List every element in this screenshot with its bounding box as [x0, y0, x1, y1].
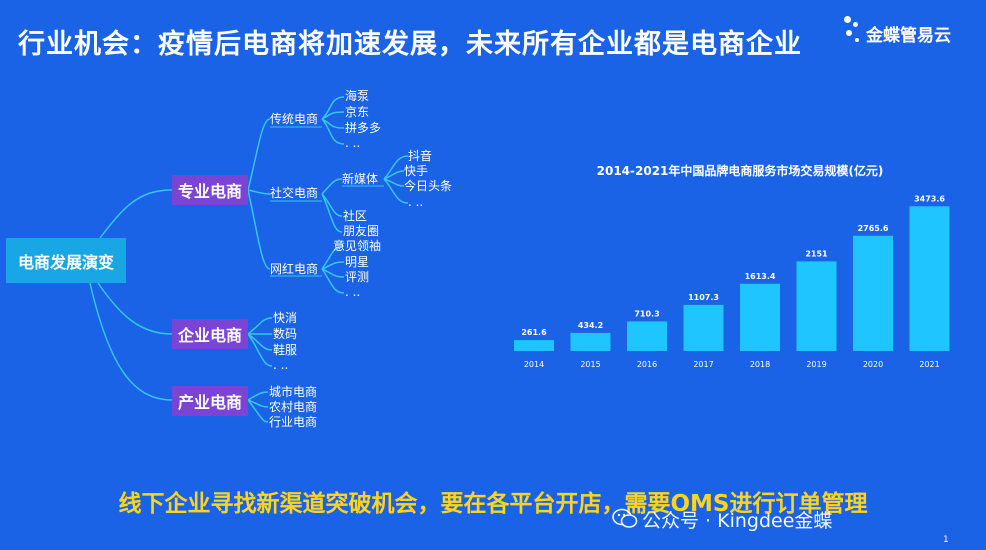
- bar-2015: [570, 332, 611, 351]
- connector-social-newmedia: [321, 178, 343, 195]
- branch-new-media: 新媒体: [342, 172, 379, 186]
- connector-influencer-items: [321, 245, 345, 294]
- leaf-item: 农村电商: [269, 400, 318, 414]
- logo-dot: [846, 30, 852, 36]
- leaf-item: 朋友圈: [343, 224, 380, 238]
- bar-chart: 261.6 2014 434.2 2015 710.3 2016 1107.3 2017 161…: [514, 194, 950, 369]
- leaf-item: 海泵: [345, 89, 370, 103]
- logo-dot: [855, 38, 859, 42]
- watermark: 公众号 · Kingdee金蝶: [612, 506, 833, 533]
- leaf-item: 京东: [345, 105, 370, 119]
- mindmap-root: 电商发展演变: [6, 238, 126, 283]
- connector-social-items: [321, 193, 343, 233]
- leaf-item: 鞋服: [273, 343, 298, 357]
- leaf-item: 抖音: [408, 149, 433, 163]
- leaf-item: 快手: [404, 164, 429, 178]
- connector-newmedia-items: [383, 155, 409, 204]
- leaf-item: . ..: [273, 358, 289, 372]
- connector-industry-items: [247, 391, 269, 423]
- value-label: 261.6: [521, 328, 547, 337]
- kingdee-dots-logo-icon: [844, 16, 851, 23]
- wechat-icon: [612, 508, 638, 528]
- category-label: 2020: [863, 360, 883, 369]
- chart-title: 2014-2021年中国品牌电商服务市场交易规模(亿元): [596, 164, 884, 178]
- leaf-item: . ..: [345, 136, 361, 150]
- watermark-text: 公众号 · Kingdee金蝶: [642, 510, 833, 532]
- connector-root-industry: [89, 282, 173, 401]
- mindmap-connectors: [89, 96, 409, 423]
- leaf-item: 拼多多: [345, 121, 382, 135]
- value-label: 2765.6: [858, 224, 889, 233]
- bar-2021: [909, 206, 950, 351]
- branch-traditional: 传统电商: [270, 112, 319, 126]
- value-label: 2151: [805, 249, 828, 258]
- bar-2017: [683, 304, 724, 351]
- connector-professional-social: [247, 189, 271, 195]
- leaf-item: 评测: [345, 270, 370, 284]
- connector-professional-traditional: [247, 118, 271, 191]
- value-label: 3473.6: [914, 194, 945, 203]
- connector-root-professional: [99, 189, 173, 239]
- value-label: 1107.3: [688, 293, 719, 302]
- category-label: 2014: [524, 360, 544, 369]
- category-label: 2021: [919, 360, 939, 369]
- category-label: 2016: [637, 360, 657, 369]
- leaf-item: 行业电商: [269, 415, 318, 429]
- branch-influencer: 网红电商: [270, 262, 319, 276]
- leaf-item: . ..: [408, 195, 424, 209]
- leaf-item: 今日头条: [404, 179, 453, 193]
- brand-name: 金蝶管易云: [866, 26, 951, 46]
- bar-2019: [796, 261, 837, 351]
- brand-logo: 金蝶管易云: [838, 12, 978, 48]
- leaf-item: 社区: [343, 209, 368, 223]
- leaf-item: 城市电商: [269, 385, 318, 399]
- node-professional-ecommerce: 专业电商: [172, 175, 248, 205]
- bar-2018: [740, 283, 780, 351]
- leaf-item: . ..: [345, 285, 361, 299]
- leaf-item: 明星: [345, 255, 370, 269]
- node-enterprise-ecommerce: 企业电商: [172, 319, 248, 349]
- value-label: 1613.4: [745, 272, 776, 281]
- page-number: 1: [943, 535, 949, 545]
- leaf-item: 快消: [273, 311, 298, 325]
- category-label: 2015: [580, 360, 600, 369]
- branch-social: 社交电商: [270, 186, 319, 200]
- connector-enterprise-items: [247, 317, 273, 367]
- leaf-item: 数码: [273, 327, 298, 341]
- value-label: 434.2: [578, 321, 603, 330]
- category-label: 2019: [806, 360, 826, 369]
- logo-dot: [853, 22, 858, 27]
- connector-traditional-items: [321, 96, 345, 145]
- connector-root-enterprise: [97, 282, 173, 335]
- bar-2014: [514, 340, 554, 351]
- bottom-highlight-text: 线下企业寻找新渠道突破机会，要在各平台开店，需要OMS进行订单管理: [118, 491, 868, 517]
- category-label: 2017: [693, 360, 713, 369]
- category-label: 2018: [750, 360, 770, 369]
- node-industry-ecommerce: 产业电商: [172, 386, 248, 416]
- bar-2020: [853, 235, 893, 351]
- slide-title: 行业机会：疫情后电商将加速发展，未来所有企业都是电商企业: [18, 29, 802, 60]
- value-label: 710.3: [634, 309, 659, 318]
- bar-2016: [627, 321, 667, 351]
- leaf-item: 意见领袖: [333, 239, 382, 253]
- connector-professional-influencer: [247, 189, 271, 270]
